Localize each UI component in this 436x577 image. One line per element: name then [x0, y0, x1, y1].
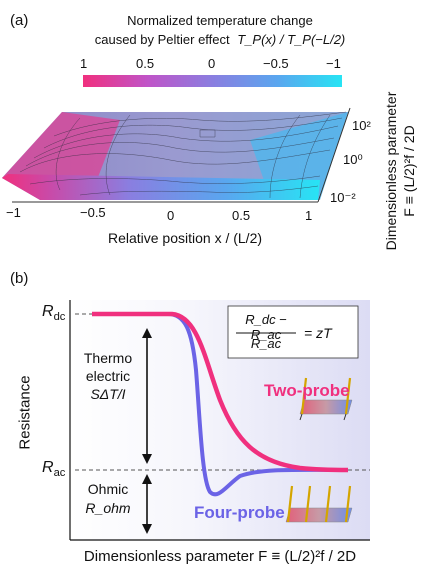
thermoelectric-arrow-head-down	[142, 454, 152, 464]
four-probe-label: Four-probe	[194, 503, 285, 522]
colorbar-title-line2: caused by Peltier effect T_P(x) / T_P(−L…	[70, 32, 370, 47]
side-tick-1: 10⁰	[343, 152, 363, 167]
rdc-label: Rdc	[42, 303, 65, 323]
side-tick-100: 10²	[352, 118, 371, 133]
four-probe-curve	[92, 312, 349, 497]
surface-right-ridge	[250, 112, 348, 200]
thermoelectric-line1: Thermo	[83, 350, 133, 366]
ohmic-formula: R_ohm	[85, 500, 131, 516]
equation-numerator: R_dc − R_ac	[245, 312, 287, 342]
equation-box	[227, 305, 359, 359]
x-tick-neg1: −1	[6, 205, 21, 220]
colorbar-title-formula: T_P(x) / T_P(−L/2)	[237, 32, 346, 47]
x-tick-0.5: 0.5	[232, 208, 251, 223]
two-probe-device	[299, 377, 353, 421]
rdc-subscript: dc	[53, 311, 66, 324]
side-axis-line	[317, 107, 351, 203]
panel-b-label: (b)	[10, 270, 29, 287]
ohmic-arrow-head-up	[142, 474, 152, 484]
surface-contours	[19, 111, 347, 199]
surface-front	[2, 174, 320, 200]
equation-denominator: R_ac	[250, 336, 282, 351]
colorbar	[83, 75, 342, 87]
surface-plot	[2, 107, 351, 203]
rac-symbol: R	[42, 459, 54, 476]
four-probe-sample	[285, 507, 353, 523]
equation-rhs: = zT	[304, 325, 332, 341]
colorbar-tick-neg1: −1	[326, 56, 341, 71]
side-axis-label-line2: F ≡ (L/2)²f / 2D	[401, 125, 417, 217]
ohmic-line1: Ohmic	[87, 481, 129, 497]
four-probe-device	[285, 485, 353, 523]
thermoelectric-line2: electric	[85, 368, 131, 384]
colorbar-tick-1: 1	[80, 56, 88, 71]
x-tick-0: 0	[167, 208, 175, 223]
colorbar-tick-0.5: 0.5	[136, 56, 155, 71]
thermoelectric-arrow-head-up	[142, 328, 152, 338]
x-tick-neg0.5: −0.5	[80, 205, 106, 220]
colorbar-title-line1: Normalized temperature change	[127, 13, 313, 28]
x-tick-1: 1	[305, 208, 313, 223]
x-axis-label: Relative position x / (L/2)	[107, 230, 263, 246]
colorbar-tick-neg0.5: −0.5	[263, 56, 289, 71]
rdc-symbol: R	[42, 303, 54, 320]
thermoelectric-formula: SΔT/I	[90, 386, 126, 402]
ohmic-arrow-head-down	[142, 524, 152, 534]
rac-label: Rac	[42, 459, 65, 479]
two-probe-sample	[299, 399, 353, 415]
two-probe-label: Two-probe	[264, 381, 350, 400]
panel-a-label: (a)	[10, 12, 29, 29]
colorbar-tick-0: 0	[208, 56, 216, 71]
panel-b-x-axis-label: Dimensionless parameter F ≡ (L/2)²f / 2D	[83, 548, 357, 565]
side-tick-0.01: 10⁻²	[330, 190, 356, 205]
panel-b-plot	[69, 300, 370, 541]
colorbar-title-prefix: caused by Peltier effect	[94, 32, 230, 47]
two-probe-curve	[92, 311, 349, 473]
rac-subscript: ac	[53, 467, 66, 480]
side-axis-label-line1: Dimensionless parameter	[383, 91, 399, 251]
resistance-axis-label: Resistance	[16, 375, 34, 450]
